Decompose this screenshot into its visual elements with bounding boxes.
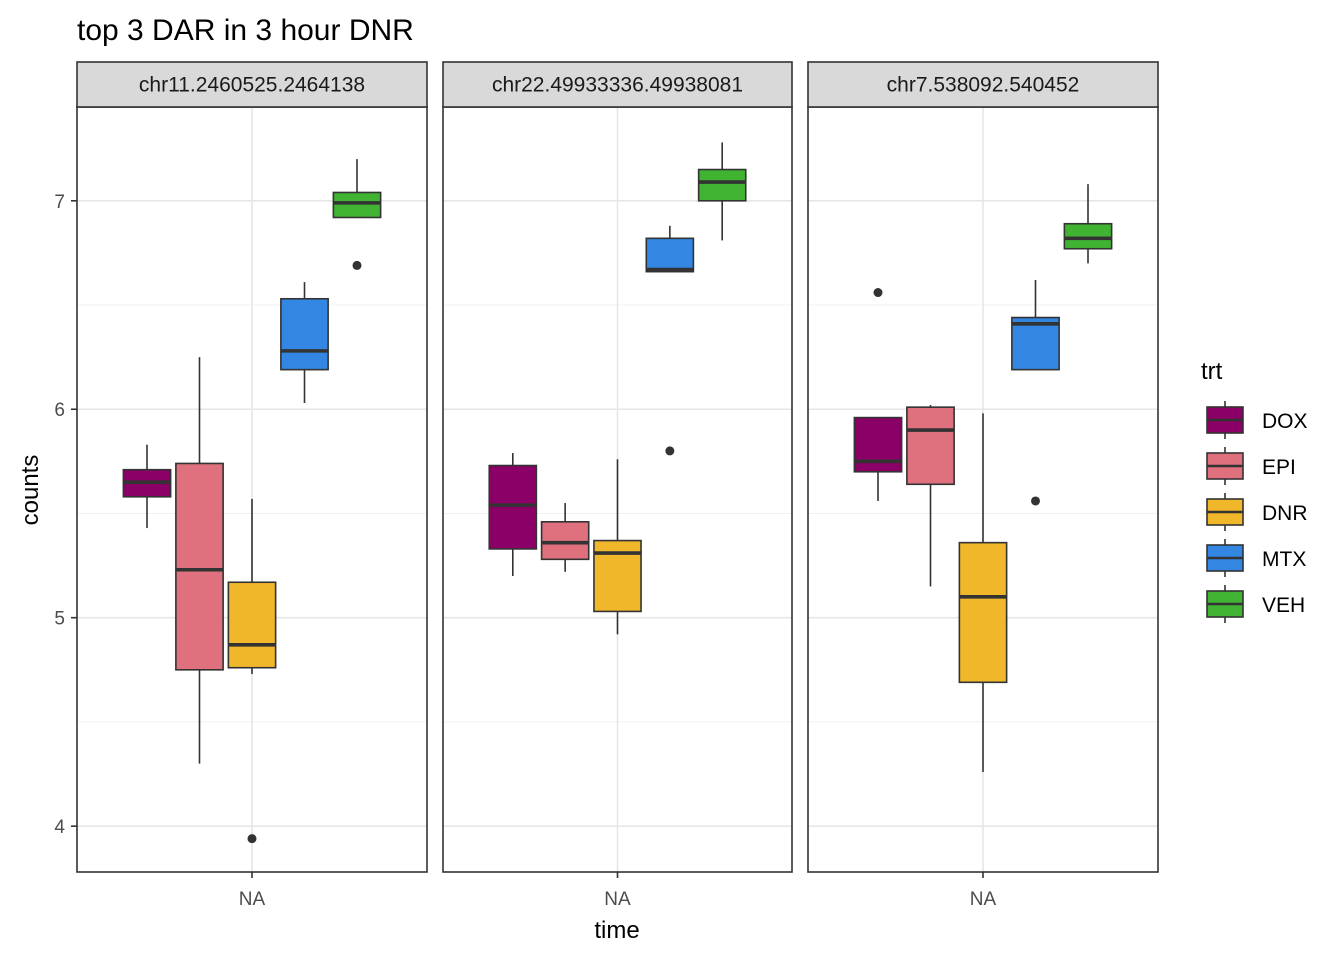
box-veh	[1063, 184, 1113, 264]
x-tick-label: NA	[239, 889, 266, 910]
facet-strip-label: chr11.2460525.2464138	[139, 74, 365, 97]
box-body	[175, 462, 224, 671]
y-tick-label: 5	[54, 609, 65, 630]
y-axis: 4 5 6 7	[54, 192, 77, 838]
box-body	[1011, 316, 1060, 371]
chart-title: top 3 DAR in 3 hour DNR	[77, 14, 414, 47]
box-body	[488, 464, 538, 550]
facet-strip	[442, 61, 793, 108]
outlier-point	[1031, 496, 1040, 506]
box-mtx	[280, 282, 329, 403]
legend-entry-dox: DOX	[1206, 401, 1308, 439]
facet-strip	[807, 61, 1159, 108]
y-axis-title: counts	[17, 455, 44, 526]
box-body	[645, 237, 695, 273]
box-mtx	[1011, 280, 1060, 506]
x-tick-label: NA	[970, 889, 997, 910]
box-body	[1063, 222, 1113, 250]
box-body	[906, 406, 955, 486]
box-body	[958, 541, 1008, 684]
box-body	[697, 168, 747, 202]
box-epi	[175, 357, 224, 764]
legend-label: MTX	[1262, 548, 1306, 571]
outlier-point	[665, 446, 675, 456]
x-axis-title: time	[594, 917, 639, 944]
box-body	[280, 297, 329, 371]
box-dox	[488, 453, 538, 577]
facets-layer: chr11.2460525.2464138NAchr22.49933336.49…	[76, 61, 1159, 910]
box-dox	[122, 444, 172, 529]
box-dnr	[593, 459, 642, 635]
box-mtx	[645, 225, 695, 456]
box-body	[227, 581, 277, 669]
legend-label: DOX	[1262, 410, 1308, 433]
box-dnr	[958, 413, 1008, 772]
legend-label: DNR	[1262, 502, 1308, 525]
outlier-point	[352, 260, 362, 270]
box-body	[593, 539, 642, 613]
facet-panel: chr7.538092.540452 NA	[807, 61, 1159, 910]
y-tick-label: 6	[54, 400, 65, 421]
box-dnr	[227, 498, 277, 844]
legend-entry-epi: EPI	[1206, 447, 1296, 485]
legend-entry-veh: VEH	[1206, 585, 1305, 623]
facet-strip-label: chr7.538092.540452	[887, 74, 1080, 97]
facet-strip-label: chr22.49933336.49938081	[492, 74, 743, 97]
box-body	[332, 191, 382, 219]
legend-entry-dnr: DNR	[1206, 493, 1308, 531]
x-tick-label: NA	[604, 889, 631, 910]
legend-entry-mtx: MTX	[1206, 539, 1306, 577]
box-veh	[697, 142, 747, 241]
legend: trt DOX EPI DNR MTX VEH	[1201, 358, 1308, 623]
outlier-point	[873, 288, 883, 298]
facet-panel: chr22.49933336.49938081 NA	[442, 61, 793, 910]
facet-panel: chr11.2460525.2464138 NA	[76, 61, 428, 910]
box-body	[540, 521, 590, 561]
box-dox	[853, 288, 903, 501]
facet-strip	[76, 61, 428, 108]
box-body	[853, 416, 903, 473]
legend-title: trt	[1201, 358, 1223, 385]
legend-label: EPI	[1262, 456, 1296, 479]
box-epi	[540, 503, 590, 572]
box-veh	[332, 159, 382, 270]
outlier-point	[247, 834, 257, 844]
legend-label: VEH	[1262, 594, 1305, 617]
box-epi	[906, 405, 955, 587]
y-tick-label: 4	[54, 817, 65, 838]
y-tick-label: 7	[54, 192, 65, 213]
